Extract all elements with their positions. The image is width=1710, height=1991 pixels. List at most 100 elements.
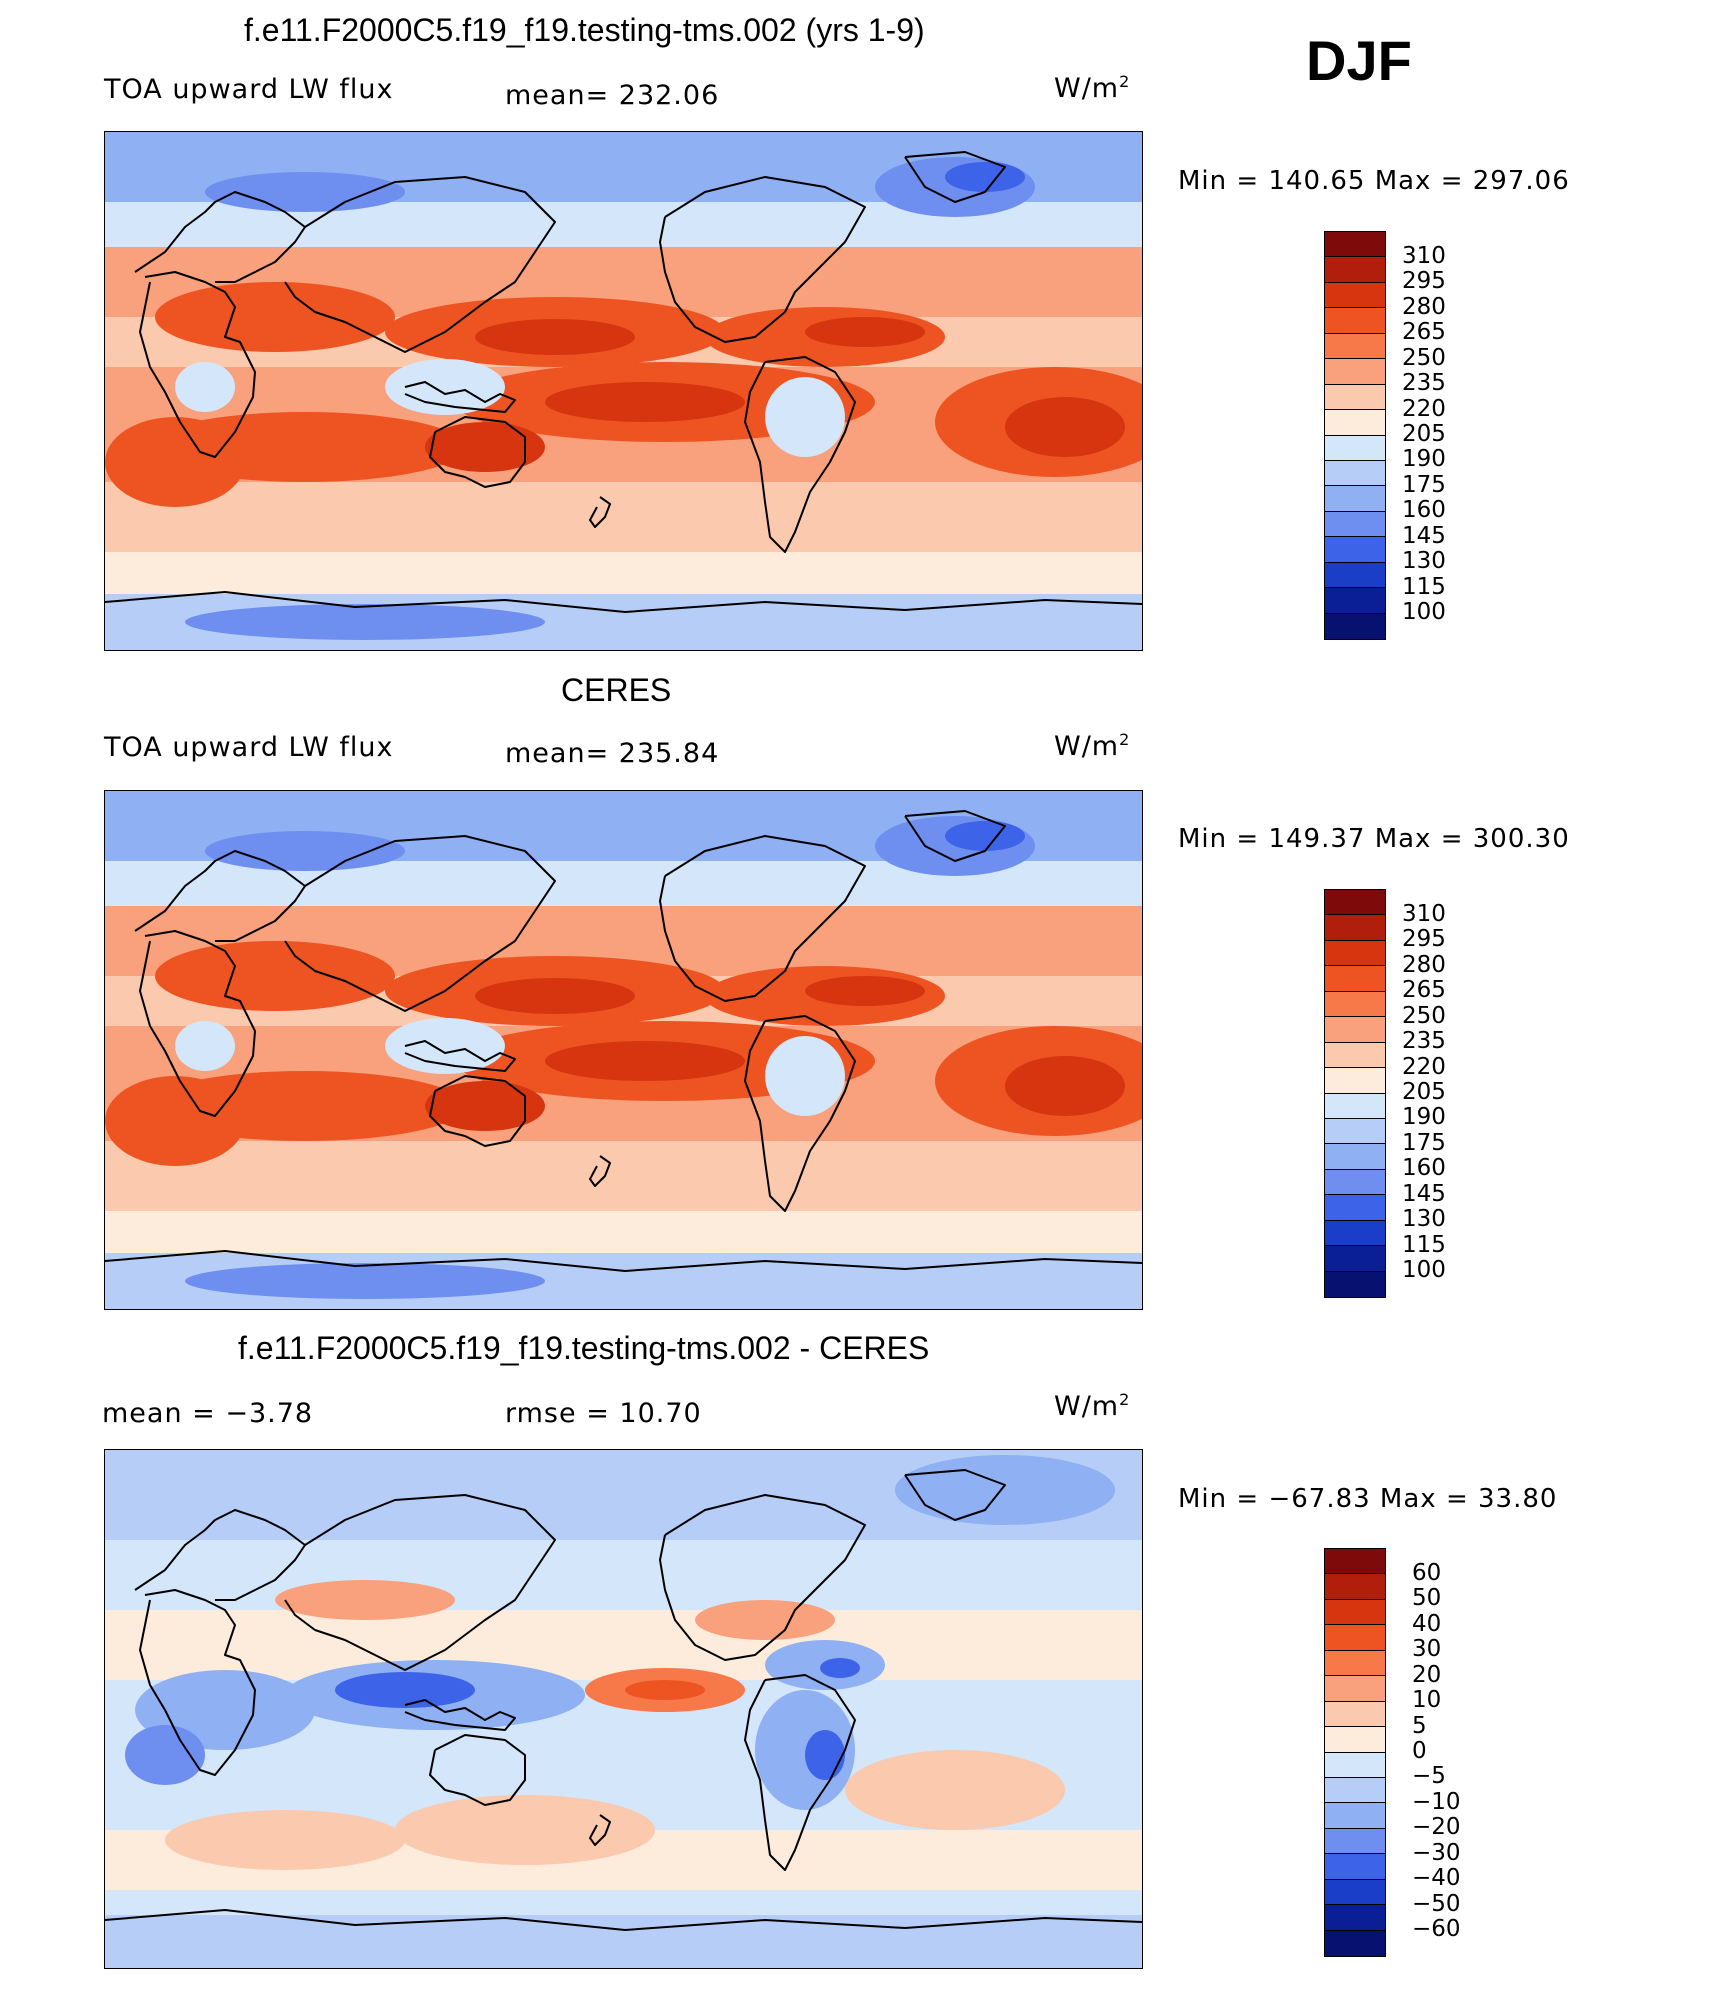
coastline-antarctica — [105, 591, 1142, 613]
field-blob — [425, 1081, 545, 1131]
colorbar-swatch — [1325, 940, 1385, 967]
field-blob — [625, 1680, 705, 1700]
panel3-colorbar — [1324, 1548, 1386, 1957]
colorbar-tick-label: 60 — [1412, 1559, 1442, 1586]
colorbar-swatch — [1325, 1701, 1385, 1728]
coastline-south-america — [744, 1674, 856, 1871]
colorbar-swatch — [1325, 1676, 1385, 1702]
colorbar-swatch — [1325, 410, 1385, 436]
panel2-field-label: TOA upward LW flux — [104, 732, 394, 763]
colorbar-swatch — [1325, 1042, 1385, 1069]
coastline-greenland — [904, 810, 1006, 862]
colorbar-swatch — [1325, 613, 1385, 639]
field-blob — [1005, 397, 1125, 457]
colorbar-swatch — [1325, 562, 1385, 589]
colorbar-swatch — [1325, 890, 1385, 916]
panel1-field-label: TOA upward LW flux — [104, 74, 394, 105]
colorbar-tick-label: 30 — [1412, 1636, 1442, 1663]
colorbar-swatch — [1325, 1169, 1385, 1196]
colorbar-swatch — [1325, 1930, 1385, 1956]
field-blob — [545, 382, 745, 422]
field-blob — [945, 162, 1025, 192]
colorbar-swatch — [1325, 1195, 1385, 1221]
field-band-southern-ocean — [105, 552, 1142, 594]
colorbar-swatch — [1325, 359, 1385, 385]
coastline-north-america — [659, 835, 866, 1002]
coastline-asia — [284, 1494, 556, 1671]
field-blob — [205, 831, 405, 871]
colorbar-swatch — [1325, 1777, 1385, 1804]
season-label: DJF — [1306, 29, 1412, 92]
colorbar-tick-label: 100 — [1402, 1257, 1446, 1284]
field-blob — [175, 1021, 235, 1071]
colorbar-tick-label: −60 — [1412, 1916, 1461, 1943]
panel1-title: f.e11.F2000C5.f19_f19.testing-tms.002 (y… — [244, 12, 925, 48]
colorbar-tick-label: 115 — [1402, 1231, 1446, 1258]
coastline-europe — [134, 1509, 306, 1601]
colorbar-swatch — [1325, 1650, 1385, 1677]
panel2-map — [104, 790, 1143, 1310]
colorbar-tick-label: 190 — [1402, 446, 1446, 473]
field-blob — [385, 1018, 505, 1074]
colorbar-swatch — [1325, 915, 1385, 941]
coastline-antarctica — [105, 1250, 1142, 1272]
coastline-africa — [139, 1589, 256, 1776]
colorbar-swatch — [1325, 1879, 1385, 1906]
colorbar-swatch — [1325, 333, 1385, 360]
colorbar-tick-label: 265 — [1402, 319, 1446, 346]
colorbar-tick-label: 235 — [1402, 1028, 1446, 1055]
field-band-midlat-south — [105, 1141, 1142, 1211]
field-blob — [205, 172, 405, 212]
colorbar-tick-label: 295 — [1402, 268, 1446, 295]
colorbar-tick-label: 205 — [1402, 1079, 1446, 1105]
panel1-mean-label: mean= 232.06 — [505, 80, 720, 111]
colorbar-swatch — [1325, 1752, 1385, 1778]
panel2-units: W/m2 — [1054, 730, 1131, 762]
colorbar-tick-label: 250 — [1402, 344, 1446, 371]
panel1-minmax: Min = 140.65 Max = 297.06 — [1178, 166, 1570, 196]
panel2-minmax: Min = 149.37 Max = 300.30 — [1178, 824, 1570, 854]
colorbar-tick-label: 130 — [1402, 1206, 1446, 1233]
colorbar-swatch — [1325, 537, 1385, 563]
colorbar-swatch — [1325, 486, 1385, 512]
coastline-australia — [429, 416, 526, 488]
field-blob — [385, 359, 505, 415]
field-blob — [545, 1041, 745, 1081]
colorbar-swatch — [1325, 588, 1385, 614]
coastline-africa — [139, 930, 256, 1117]
colorbar-tick-label: 145 — [1402, 522, 1446, 549]
field-band-southern-ocean — [105, 1890, 1142, 1915]
colorbar-tick-label: 235 — [1402, 370, 1446, 397]
colorbar-swatch — [1325, 1220, 1385, 1247]
colorbar-swatch — [1325, 1854, 1385, 1880]
colorbar-swatch — [1325, 282, 1385, 309]
coastline-maritime-continent — [404, 381, 516, 413]
panel1-colorbar — [1324, 231, 1386, 640]
colorbar-swatch — [1325, 1017, 1385, 1043]
coastline-new-zealand — [589, 496, 611, 528]
field-blob — [155, 941, 395, 1011]
colorbar-swatch — [1325, 511, 1385, 538]
panel2-title: CERES — [561, 672, 672, 708]
panel3-map — [104, 1449, 1143, 1969]
field-blob — [105, 417, 245, 507]
field-blob — [165, 1810, 405, 1870]
coastline-south-america — [744, 356, 856, 553]
field-blob — [185, 604, 545, 640]
field-blob — [475, 978, 635, 1014]
field-blob — [275, 1580, 455, 1620]
colorbar-tick-label: 20 — [1412, 1661, 1442, 1688]
coastline-europe — [134, 850, 306, 942]
colorbar-tick-label: −20 — [1412, 1814, 1461, 1841]
colorbar-tick-label: 5 — [1412, 1712, 1427, 1739]
colorbar-swatch — [1325, 1727, 1385, 1753]
coastline-north-america — [659, 176, 866, 343]
coastline-maritime-continent — [404, 1040, 516, 1072]
panel3-rmse-label: rmse = 10.70 — [505, 1398, 702, 1429]
field-blob — [695, 1600, 835, 1640]
colorbar-tick-label: 10 — [1412, 1687, 1442, 1714]
field-blob — [425, 422, 545, 472]
coastline-new-zealand — [589, 1814, 611, 1846]
colorbar-swatch — [1325, 1093, 1385, 1119]
panel3-units: W/m2 — [1054, 1390, 1131, 1422]
